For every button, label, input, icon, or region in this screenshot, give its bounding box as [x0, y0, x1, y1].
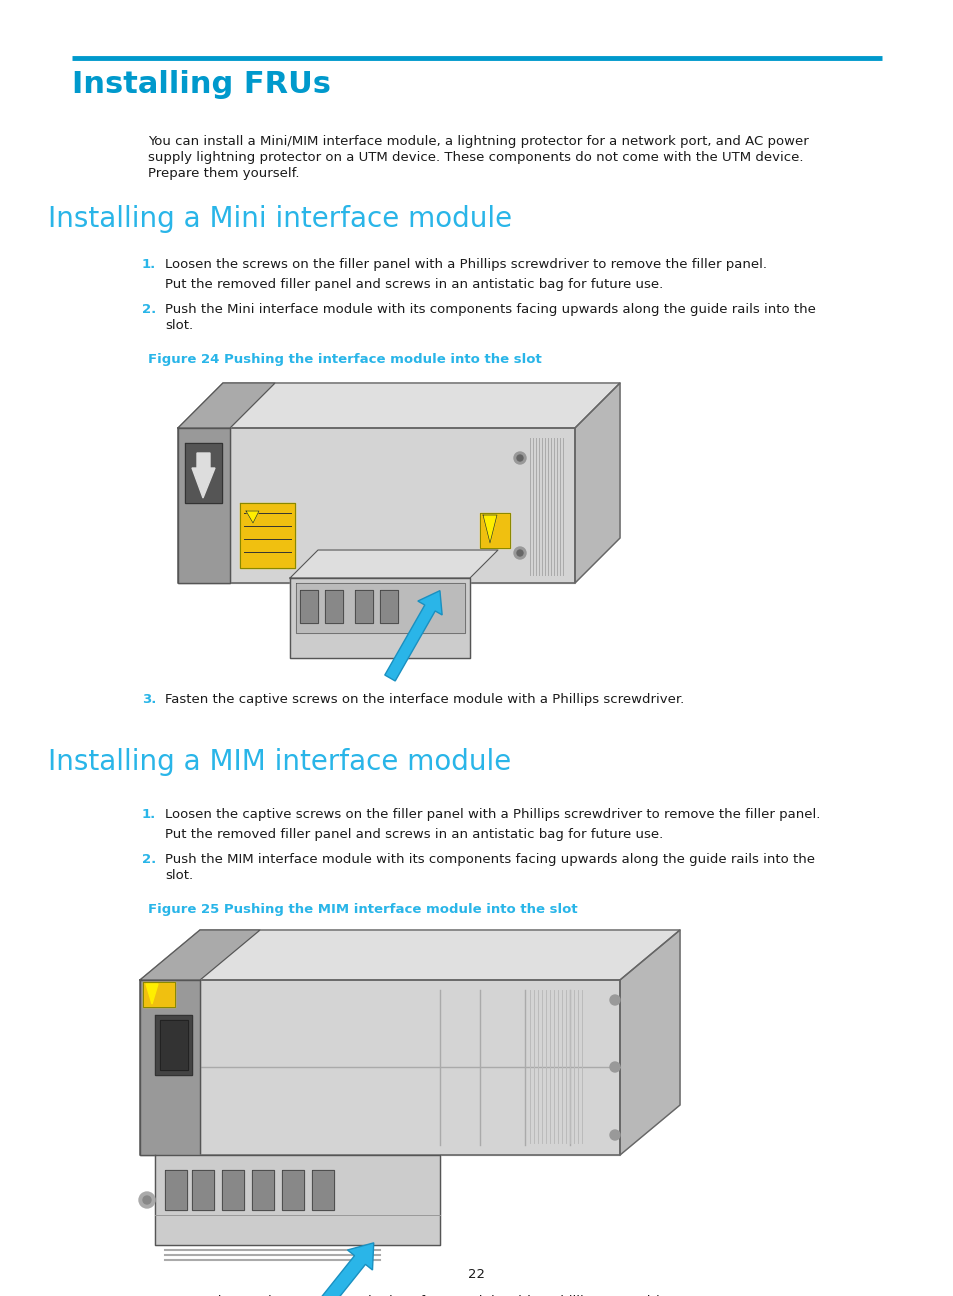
Circle shape — [517, 550, 522, 556]
Polygon shape — [290, 578, 470, 658]
Polygon shape — [479, 513, 510, 548]
Polygon shape — [222, 1170, 244, 1210]
Polygon shape — [185, 443, 222, 503]
Polygon shape — [178, 428, 575, 583]
Polygon shape — [246, 511, 258, 524]
Polygon shape — [140, 980, 200, 1155]
Text: slot.: slot. — [165, 870, 193, 883]
Text: Installing a MIM interface module: Installing a MIM interface module — [48, 748, 511, 776]
Circle shape — [514, 452, 525, 464]
Polygon shape — [192, 1170, 213, 1210]
Polygon shape — [482, 515, 497, 543]
Polygon shape — [252, 1170, 274, 1210]
Text: Figure 25 Pushing the MIM interface module into the slot: Figure 25 Pushing the MIM interface modu… — [148, 903, 577, 916]
Polygon shape — [154, 1155, 439, 1245]
Circle shape — [609, 1061, 619, 1072]
Text: 1.: 1. — [142, 807, 156, 820]
Polygon shape — [140, 980, 619, 1155]
Polygon shape — [379, 590, 397, 623]
Polygon shape — [154, 1015, 192, 1074]
Text: Installing FRUs: Installing FRUs — [71, 70, 331, 98]
Text: You can install a Mini/MIM interface module, a lightning protector for a network: You can install a Mini/MIM interface mod… — [148, 135, 808, 148]
Polygon shape — [312, 1170, 334, 1210]
Polygon shape — [240, 503, 294, 568]
Text: supply lightning protector on a UTM device. These components do not come with th: supply lightning protector on a UTM devi… — [148, 152, 802, 165]
Circle shape — [609, 995, 619, 1004]
Polygon shape — [619, 931, 679, 1155]
Polygon shape — [143, 982, 174, 1007]
Polygon shape — [160, 1020, 188, 1070]
FancyArrow shape — [384, 591, 441, 680]
Text: 2.: 2. — [142, 303, 156, 316]
Polygon shape — [178, 428, 230, 583]
Text: slot.: slot. — [165, 319, 193, 332]
Text: Loosen the captive screws on the filler panel with a Phillips screwdriver to rem: Loosen the captive screws on the filler … — [165, 807, 820, 820]
Text: Push the Mini interface module with its components facing upwards along the guid: Push the Mini interface module with its … — [165, 303, 815, 316]
Circle shape — [609, 1130, 619, 1140]
Text: 2.: 2. — [142, 853, 156, 866]
Polygon shape — [140, 931, 679, 980]
Circle shape — [514, 547, 525, 559]
Text: 3.: 3. — [142, 693, 156, 706]
Polygon shape — [140, 931, 260, 980]
Polygon shape — [295, 583, 464, 632]
Polygon shape — [355, 590, 373, 623]
Text: Put the removed filler panel and screws in an antistatic bag for future use.: Put the removed filler panel and screws … — [165, 828, 662, 841]
Text: Loosen the screws on the filler panel with a Phillips screwdriver to remove the : Loosen the screws on the filler panel wi… — [165, 258, 766, 271]
Polygon shape — [146, 984, 158, 1004]
Circle shape — [517, 455, 522, 461]
Polygon shape — [178, 384, 619, 428]
Circle shape — [143, 1196, 151, 1204]
Text: 22: 22 — [468, 1267, 485, 1280]
Text: Put the removed filler panel and screws in an antistatic bag for future use.: Put the removed filler panel and screws … — [165, 279, 662, 292]
Polygon shape — [325, 590, 343, 623]
Polygon shape — [290, 550, 497, 578]
Text: Figure 24 Pushing the interface module into the slot: Figure 24 Pushing the interface module i… — [148, 353, 541, 365]
Text: Fasten the captive screws on the interface module with a Phillips screwdriver.: Fasten the captive screws on the interfa… — [165, 693, 683, 706]
Circle shape — [139, 1192, 154, 1208]
Polygon shape — [192, 454, 214, 498]
Text: Installing a Mini interface module: Installing a Mini interface module — [48, 205, 512, 233]
Polygon shape — [299, 590, 317, 623]
Polygon shape — [282, 1170, 304, 1210]
Polygon shape — [178, 384, 274, 428]
Text: Prepare them yourself.: Prepare them yourself. — [148, 167, 299, 180]
Text: 1.: 1. — [142, 258, 156, 271]
FancyArrow shape — [314, 1243, 374, 1296]
Text: Push the MIM interface module with its components facing upwards along the guide: Push the MIM interface module with its c… — [165, 853, 814, 866]
Polygon shape — [165, 1170, 187, 1210]
Polygon shape — [575, 384, 619, 583]
